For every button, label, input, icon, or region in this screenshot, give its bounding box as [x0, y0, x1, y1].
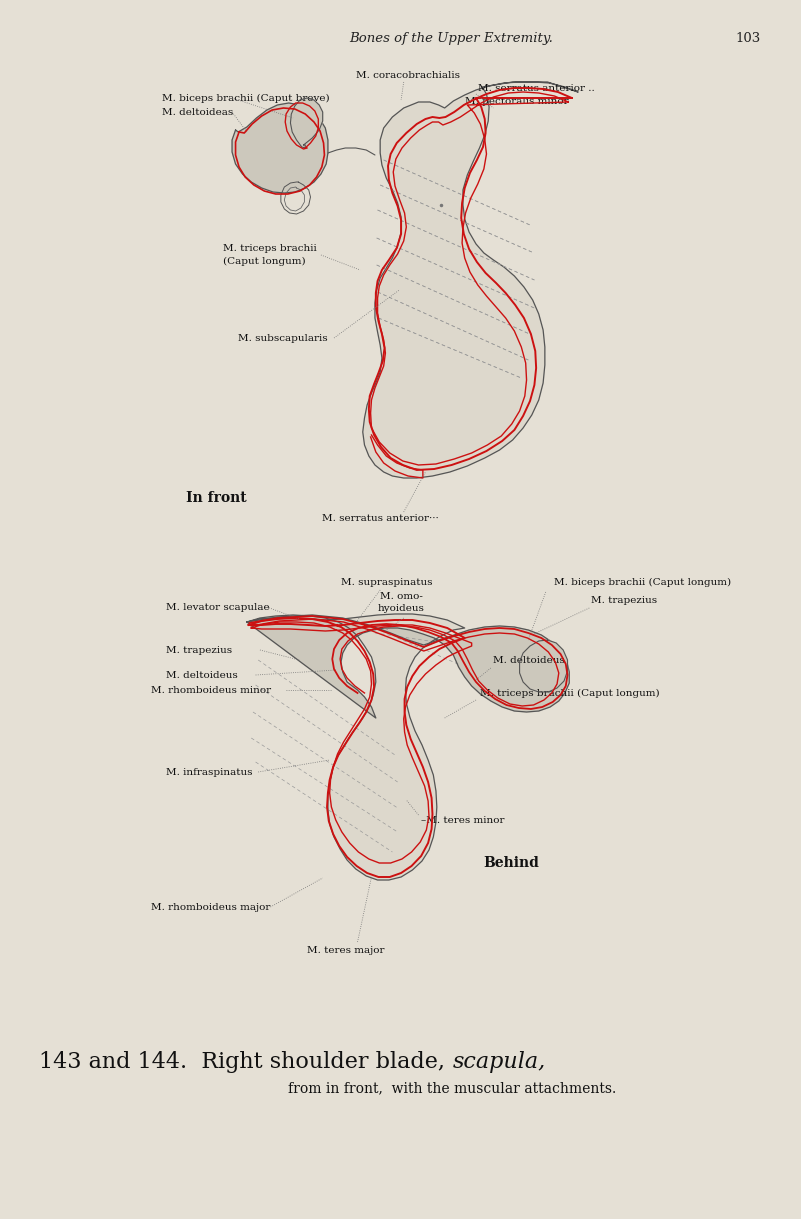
Text: –M. teres minor: –M. teres minor: [421, 816, 505, 824]
Text: M. deltoideus: M. deltoideus: [493, 656, 566, 664]
Text: M. pectoralis minor: M. pectoralis minor: [465, 96, 569, 106]
Text: 103: 103: [735, 32, 760, 45]
Polygon shape: [363, 82, 578, 478]
Text: hyoideus: hyoideus: [377, 603, 425, 612]
Text: M. triceps brachii: M. triceps brachii: [223, 244, 317, 252]
Polygon shape: [291, 98, 323, 147]
Text: Bones of the Upper Extremity.: Bones of the Upper Extremity.: [350, 32, 553, 45]
Text: M. omo-: M. omo-: [380, 591, 423, 601]
Text: M. triceps brachii (Caput longum): M. triceps brachii (Caput longum): [480, 689, 659, 697]
Polygon shape: [232, 102, 328, 193]
Text: Behind: Behind: [483, 856, 539, 870]
Text: M. biceps brachii (Caput breve): M. biceps brachii (Caput breve): [163, 94, 330, 102]
Text: (Caput longum): (Caput longum): [223, 256, 306, 266]
Text: M. teres major: M. teres major: [307, 946, 384, 954]
Text: M. rhomboideus major: M. rhomboideus major: [151, 902, 271, 912]
Text: M. deltoideus: M. deltoideus: [166, 670, 238, 679]
Text: from in front,  with the muscular attachments.: from in front, with the muscular attachm…: [288, 1081, 616, 1095]
Text: M. biceps brachii (Caput longum): M. biceps brachii (Caput longum): [553, 578, 731, 586]
Text: 143 and 144.  Right shoulder blade,: 143 and 144. Right shoulder blade,: [38, 1051, 452, 1073]
Text: M. trapezius: M. trapezius: [591, 596, 657, 605]
Text: M. trapezius: M. trapezius: [166, 646, 232, 655]
Text: M. deltoideas: M. deltoideas: [163, 107, 234, 117]
Polygon shape: [520, 640, 567, 692]
Polygon shape: [247, 616, 570, 718]
Polygon shape: [247, 614, 465, 880]
Text: M. infraspinatus: M. infraspinatus: [166, 768, 252, 777]
Text: M. coracobrachialis: M. coracobrachialis: [356, 71, 460, 79]
Text: M. serratus anterior···: M. serratus anterior···: [322, 513, 439, 523]
Text: M. subscapularis: M. subscapularis: [238, 334, 328, 343]
Text: M. levator scapulae: M. levator scapulae: [166, 602, 269, 612]
Text: M. rhomboideus minor: M. rhomboideus minor: [151, 685, 272, 695]
Text: M. supraspinatus: M. supraspinatus: [340, 578, 432, 586]
Text: scapula,: scapula,: [453, 1051, 545, 1073]
Text: M. serratus anterior ..: M. serratus anterior ..: [477, 83, 594, 93]
Text: In front: In front: [186, 491, 247, 505]
